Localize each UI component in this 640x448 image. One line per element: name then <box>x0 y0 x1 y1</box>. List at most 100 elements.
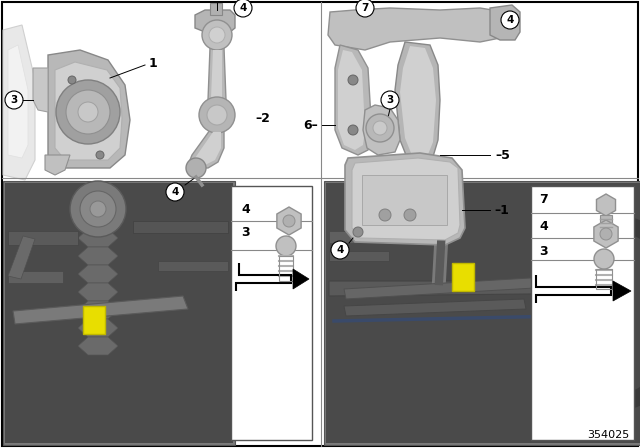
Polygon shape <box>211 50 222 108</box>
Circle shape <box>276 236 296 256</box>
Polygon shape <box>338 50 365 150</box>
Polygon shape <box>195 10 235 32</box>
Circle shape <box>166 183 184 201</box>
Polygon shape <box>78 247 118 265</box>
Polygon shape <box>363 105 400 155</box>
Polygon shape <box>78 319 118 337</box>
Bar <box>5 183 233 443</box>
Circle shape <box>501 11 519 29</box>
Circle shape <box>234 0 252 17</box>
Bar <box>158 261 228 271</box>
Bar <box>279 256 293 281</box>
Circle shape <box>70 181 126 237</box>
Circle shape <box>202 20 232 50</box>
Bar <box>326 183 640 443</box>
Circle shape <box>594 249 614 269</box>
Polygon shape <box>490 5 520 40</box>
Circle shape <box>96 151 104 159</box>
Bar <box>362 175 447 225</box>
Polygon shape <box>293 269 309 289</box>
Text: 4: 4 <box>506 15 514 25</box>
Text: 6–: 6– <box>303 119 318 132</box>
Polygon shape <box>8 236 35 279</box>
Bar <box>452 263 474 291</box>
Text: 1: 1 <box>149 56 157 69</box>
Circle shape <box>331 241 349 259</box>
Text: 4: 4 <box>241 203 250 216</box>
Polygon shape <box>395 42 440 165</box>
Bar <box>231 186 312 440</box>
Text: 4: 4 <box>336 245 344 255</box>
Text: 3: 3 <box>387 95 394 105</box>
Polygon shape <box>352 158 460 240</box>
Circle shape <box>379 209 391 221</box>
Circle shape <box>186 158 206 178</box>
Bar <box>210 3 222 15</box>
Circle shape <box>381 91 399 109</box>
Polygon shape <box>13 296 188 324</box>
Polygon shape <box>48 50 130 168</box>
Circle shape <box>283 215 295 227</box>
Polygon shape <box>45 155 70 175</box>
Circle shape <box>80 191 116 227</box>
Text: 354025: 354025 <box>587 430 629 440</box>
Polygon shape <box>344 276 569 299</box>
Circle shape <box>56 80 120 144</box>
Circle shape <box>66 90 110 134</box>
Circle shape <box>5 91 23 109</box>
Circle shape <box>78 102 98 122</box>
Bar <box>133 221 228 233</box>
Bar <box>8 271 63 283</box>
Circle shape <box>348 125 358 135</box>
Circle shape <box>373 121 387 135</box>
Polygon shape <box>78 301 118 319</box>
Polygon shape <box>194 132 221 166</box>
Circle shape <box>90 201 106 217</box>
Text: 3: 3 <box>10 95 18 105</box>
Text: 7: 7 <box>362 3 369 13</box>
Polygon shape <box>78 337 118 355</box>
Text: –1: –1 <box>494 203 509 216</box>
Polygon shape <box>78 265 118 283</box>
Circle shape <box>68 76 76 84</box>
Bar <box>600 215 612 233</box>
Circle shape <box>600 228 612 240</box>
Polygon shape <box>33 68 48 112</box>
Circle shape <box>366 114 394 142</box>
Bar <box>329 251 389 261</box>
Circle shape <box>348 75 358 85</box>
Bar <box>3 181 235 445</box>
Polygon shape <box>208 48 226 110</box>
Polygon shape <box>78 211 118 229</box>
Circle shape <box>356 0 374 17</box>
Polygon shape <box>328 8 510 50</box>
Polygon shape <box>344 299 526 316</box>
Circle shape <box>404 209 416 221</box>
Polygon shape <box>335 45 372 155</box>
Bar <box>83 306 105 334</box>
Text: 3: 3 <box>539 245 548 258</box>
Polygon shape <box>78 283 118 301</box>
Polygon shape <box>345 153 465 245</box>
Circle shape <box>199 97 235 133</box>
Circle shape <box>209 27 225 43</box>
Polygon shape <box>400 46 436 162</box>
Polygon shape <box>3 25 35 180</box>
Bar <box>329 231 409 243</box>
Text: 4: 4 <box>239 3 246 13</box>
Text: 4: 4 <box>539 220 548 233</box>
Text: 3: 3 <box>241 226 250 239</box>
Polygon shape <box>188 130 224 168</box>
Polygon shape <box>55 62 122 160</box>
Bar <box>8 231 78 245</box>
Polygon shape <box>78 229 118 247</box>
Polygon shape <box>329 281 629 296</box>
Text: –2: –2 <box>255 112 270 125</box>
Bar <box>324 181 640 445</box>
Polygon shape <box>8 45 28 158</box>
Text: 4: 4 <box>172 187 179 197</box>
Circle shape <box>207 105 227 125</box>
Text: 7: 7 <box>539 193 548 206</box>
Bar <box>531 186 634 440</box>
Polygon shape <box>613 281 631 301</box>
